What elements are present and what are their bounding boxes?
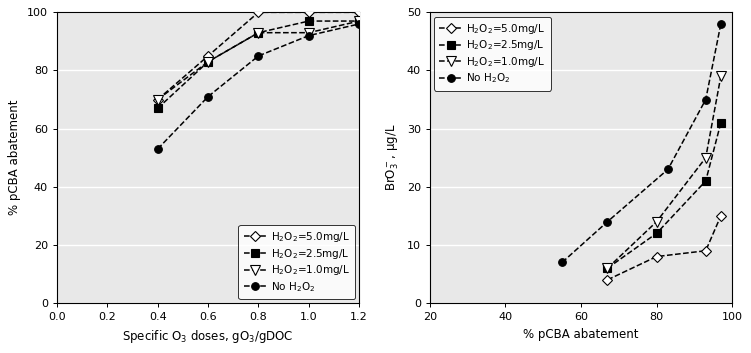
Y-axis label: % pCBA abatement: % pCBA abatement	[8, 100, 21, 215]
H$_2$O$_2$=1.0mg/L	[652, 220, 661, 224]
No H$_2$O$_2$	[304, 34, 313, 38]
Line: H$_2$O$_2$=2.5mg/L: H$_2$O$_2$=2.5mg/L	[154, 17, 363, 112]
Line: H$_2$O$_2$=2.5mg/L: H$_2$O$_2$=2.5mg/L	[604, 119, 725, 272]
H$_2$O$_2$=5.0mg/L	[304, 10, 313, 14]
H$_2$O$_2$=5.0mg/L	[354, 10, 363, 14]
H$_2$O$_2$=2.5mg/L	[603, 266, 612, 270]
Y-axis label: BrO$_3^-$, μg/L: BrO$_3^-$, μg/L	[385, 124, 401, 191]
H$_2$O$_2$=2.5mg/L	[254, 31, 263, 35]
X-axis label: Specific O$_3$ doses, gO$_3$/gDOC: Specific O$_3$ doses, gO$_3$/gDOC	[122, 328, 294, 345]
H$_2$O$_2$=5.0mg/L	[204, 54, 213, 58]
H$_2$O$_2$=2.5mg/L	[304, 19, 313, 23]
H$_2$O$_2$=1.0mg/L	[716, 74, 725, 78]
Line: H$_2$O$_2$=1.0mg/L: H$_2$O$_2$=1.0mg/L	[152, 16, 364, 104]
Line: No H$_2$O$_2$: No H$_2$O$_2$	[558, 20, 725, 266]
No H$_2$O$_2$	[716, 22, 725, 26]
H$_2$O$_2$=5.0mg/L	[254, 10, 263, 14]
H$_2$O$_2$=5.0mg/L	[153, 97, 162, 102]
H$_2$O$_2$=1.0mg/L	[354, 19, 363, 23]
H$_2$O$_2$=2.5mg/L	[652, 231, 661, 235]
No H$_2$O$_2$	[663, 167, 672, 172]
H$_2$O$_2$=5.0mg/L	[701, 249, 710, 253]
Legend: H$_2$O$_2$=5.0mg/L, H$_2$O$_2$=2.5mg/L, H$_2$O$_2$=1.0mg/L, No H$_2$O$_2$: H$_2$O$_2$=5.0mg/L, H$_2$O$_2$=2.5mg/L, …	[238, 225, 355, 299]
H$_2$O$_2$=1.0mg/L	[701, 156, 710, 160]
No H$_2$O$_2$	[354, 22, 363, 26]
No H$_2$O$_2$	[153, 147, 162, 151]
H$_2$O$_2$=5.0mg/L	[603, 278, 612, 282]
H$_2$O$_2$=2.5mg/L	[701, 179, 710, 183]
Line: H$_2$O$_2$=5.0mg/L: H$_2$O$_2$=5.0mg/L	[604, 212, 725, 284]
Line: No H$_2$O$_2$: No H$_2$O$_2$	[154, 20, 363, 153]
H$_2$O$_2$=1.0mg/L	[603, 266, 612, 270]
X-axis label: % pCBA abatement: % pCBA abatement	[523, 328, 639, 341]
No H$_2$O$_2$	[204, 95, 213, 99]
Line: H$_2$O$_2$=1.0mg/L: H$_2$O$_2$=1.0mg/L	[602, 71, 725, 273]
H$_2$O$_2$=1.0mg/L	[254, 31, 263, 35]
H$_2$O$_2$=2.5mg/L	[204, 60, 213, 64]
H$_2$O$_2$=2.5mg/L	[153, 106, 162, 110]
H$_2$O$_2$=5.0mg/L	[716, 214, 725, 218]
H$_2$O$_2$=1.0mg/L	[204, 60, 213, 64]
No H$_2$O$_2$	[254, 54, 263, 58]
H$_2$O$_2$=1.0mg/L	[304, 31, 313, 35]
H$_2$O$_2$=2.5mg/L	[354, 19, 363, 23]
No H$_2$O$_2$	[603, 220, 612, 224]
H$_2$O$_2$=1.0mg/L	[153, 97, 162, 102]
Line: H$_2$O$_2$=5.0mg/L: H$_2$O$_2$=5.0mg/L	[154, 8, 363, 103]
Legend: H$_2$O$_2$=5.0mg/L, H$_2$O$_2$=2.5mg/L, H$_2$O$_2$=1.0mg/L, No H$_2$O$_2$: H$_2$O$_2$=5.0mg/L, H$_2$O$_2$=2.5mg/L, …	[434, 17, 550, 90]
H$_2$O$_2$=2.5mg/L	[716, 121, 725, 125]
No H$_2$O$_2$	[701, 97, 710, 102]
No H$_2$O$_2$	[558, 260, 567, 264]
H$_2$O$_2$=5.0mg/L	[652, 255, 661, 259]
